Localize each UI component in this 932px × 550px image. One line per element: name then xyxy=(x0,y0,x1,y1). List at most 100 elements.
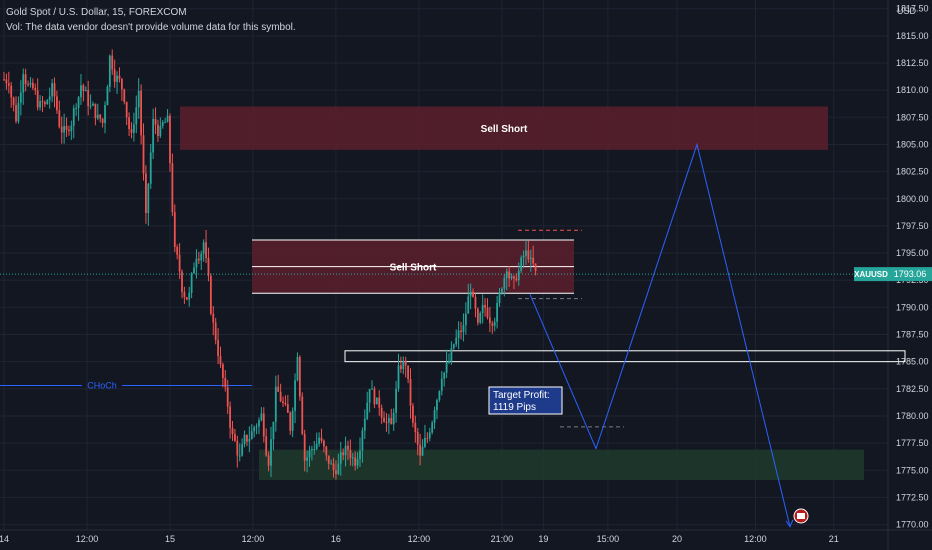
candle-body xyxy=(416,431,419,445)
candle-body xyxy=(320,437,323,441)
candle-body xyxy=(380,407,383,418)
candle-body xyxy=(108,55,111,87)
candle-body xyxy=(65,125,68,130)
candle-body xyxy=(5,79,8,84)
candle-body xyxy=(510,276,513,279)
candle-body xyxy=(214,322,217,341)
candle-body xyxy=(34,88,37,91)
candle-body xyxy=(412,405,414,423)
candle-body xyxy=(289,412,292,431)
candle-body xyxy=(448,361,450,363)
candle-body xyxy=(142,135,145,174)
candle-body xyxy=(301,396,304,434)
candle-body xyxy=(527,250,530,260)
candle-body xyxy=(433,410,436,423)
candle-body xyxy=(426,437,429,439)
candle-body xyxy=(284,403,287,405)
candle-body xyxy=(330,463,333,465)
candle-body xyxy=(373,388,376,405)
candle-body xyxy=(291,410,294,431)
candle-body xyxy=(359,450,361,459)
candle-body xyxy=(99,114,102,119)
candle-body xyxy=(508,271,511,279)
candle-body xyxy=(15,105,17,122)
candle-body xyxy=(22,74,25,93)
candle-body xyxy=(101,118,104,123)
candle-body xyxy=(145,173,147,214)
candle-body xyxy=(130,129,133,133)
candle-body xyxy=(378,397,381,408)
candle-body xyxy=(363,418,366,431)
candle-body xyxy=(123,89,126,102)
candle-body xyxy=(443,372,446,379)
candle-body xyxy=(318,437,321,444)
candle-body xyxy=(368,388,371,403)
candle-body xyxy=(10,85,13,98)
candle-body xyxy=(226,387,229,407)
candle-body xyxy=(164,122,167,124)
candle-body xyxy=(387,417,390,423)
candle-body xyxy=(525,250,527,256)
candle-body xyxy=(342,452,345,456)
candle-body xyxy=(279,391,282,402)
candle-body xyxy=(137,90,140,108)
candle-body xyxy=(176,246,179,255)
target-profit-box xyxy=(488,386,563,415)
y-tick-label: 1797.50 xyxy=(896,221,929,231)
candle-body xyxy=(56,96,58,111)
candle-body xyxy=(407,365,410,380)
y-tick-label: 1782.50 xyxy=(896,384,929,394)
candle-body xyxy=(96,114,99,119)
candle-body xyxy=(390,417,393,425)
candle-body xyxy=(104,105,106,123)
candle-body xyxy=(313,448,316,450)
candle-body xyxy=(450,348,453,362)
candle-body xyxy=(306,457,308,461)
candle-body xyxy=(92,103,94,106)
candle-body xyxy=(440,378,443,392)
chart-title: Gold Spot / U.S. Dollar, 15, FOREXCOM xyxy=(6,7,187,18)
candle-body xyxy=(161,122,164,127)
candle-body xyxy=(282,401,284,404)
candle-body xyxy=(327,455,330,464)
candle-body xyxy=(428,432,431,439)
candle-body xyxy=(258,420,260,427)
candle-body xyxy=(503,277,506,289)
candle-body xyxy=(431,422,434,433)
y-tick-label: 1795.00 xyxy=(896,248,929,258)
candle-body xyxy=(72,108,75,126)
candle-body xyxy=(39,101,41,108)
candle-body xyxy=(68,129,70,132)
candle-body xyxy=(399,365,402,370)
candle-body xyxy=(404,360,407,366)
candle-body xyxy=(464,313,467,326)
candle-body xyxy=(140,90,143,136)
choch-label: CHoCh xyxy=(87,381,117,391)
candle-body xyxy=(154,118,157,125)
target-profit-line2: 1119 Pips xyxy=(493,402,536,413)
candle-body xyxy=(212,313,215,323)
candle-body xyxy=(501,288,503,293)
candle-body xyxy=(310,449,313,451)
candle-body xyxy=(149,152,152,184)
y-tick-label: 1785.00 xyxy=(896,357,929,367)
candle-body xyxy=(462,325,465,333)
candle-body xyxy=(12,97,15,106)
candle-body xyxy=(200,253,203,261)
candle-body xyxy=(479,313,482,323)
candle-body xyxy=(255,426,258,428)
current-price-label: 1793.06 xyxy=(894,269,927,279)
candle-body xyxy=(402,360,405,370)
candle-body xyxy=(474,296,477,309)
y-tick-label: 1770.00 xyxy=(896,520,929,530)
x-tick-label: 15 xyxy=(165,534,175,544)
candle-body xyxy=(356,458,359,466)
candle-body xyxy=(173,212,176,247)
y-tick-label: 1812.50 xyxy=(896,58,929,68)
candle-body xyxy=(383,417,385,423)
candle-body xyxy=(195,258,198,268)
candle-body xyxy=(41,101,44,103)
x-tick-label: 12:00 xyxy=(744,534,767,544)
candle-body xyxy=(385,422,388,424)
